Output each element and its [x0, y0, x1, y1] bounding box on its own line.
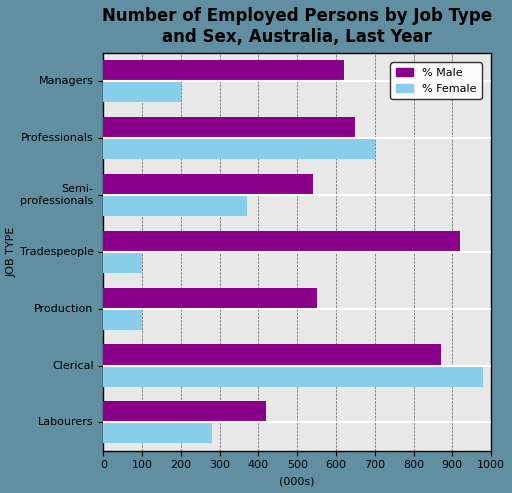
Bar [103, 231, 460, 251]
Legend: % Male, % Female: % Male, % Female [391, 63, 482, 99]
Bar [103, 82, 181, 103]
Bar [103, 60, 344, 81]
Bar [103, 117, 355, 138]
X-axis label: (000s): (000s) [280, 476, 315, 486]
Bar [103, 287, 316, 308]
Y-axis label: JOB TYPE: JOB TYPE [7, 227, 17, 277]
Bar [103, 345, 441, 365]
Bar [103, 139, 375, 159]
Title: Number of Employed Persons by Job Type
and Sex, Australia, Last Year: Number of Employed Persons by Job Type a… [102, 7, 493, 46]
Bar [103, 252, 142, 273]
Bar [103, 401, 266, 422]
Bar [103, 366, 483, 387]
Bar [103, 174, 313, 194]
Bar [103, 196, 247, 216]
Bar [103, 309, 142, 330]
Bar [103, 423, 212, 443]
